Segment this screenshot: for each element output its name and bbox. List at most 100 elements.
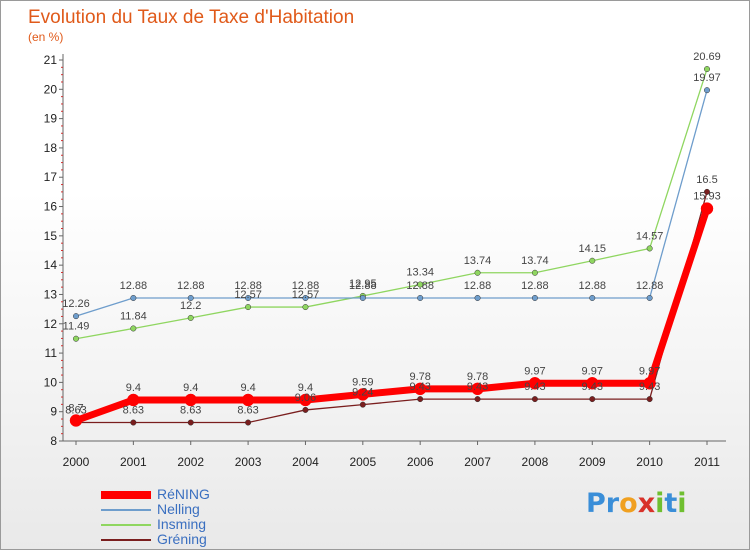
data-label: 9.97 xyxy=(639,365,660,377)
legend-label: Nelling xyxy=(157,501,200,517)
data-label: 9.59 xyxy=(352,376,373,388)
legend-label: Insming xyxy=(157,516,207,532)
x-tick-label: 2003 xyxy=(235,455,262,469)
data-label: 9.4 xyxy=(126,382,141,394)
chart-title: Evolution du Taux de Taxe d'Habitation xyxy=(28,7,355,28)
data-point xyxy=(302,294,309,301)
y-tick-label: 10 xyxy=(44,375,58,389)
data-label: 12.57 xyxy=(234,289,262,301)
y-tick-label: 11 xyxy=(45,346,58,360)
data-point xyxy=(531,396,538,403)
x-tick-label: 2011 xyxy=(694,455,720,469)
y-tick-label: 16 xyxy=(44,200,58,214)
series-Nelling xyxy=(73,87,710,320)
data-point xyxy=(359,294,366,301)
data-label: 9.43 xyxy=(639,381,660,393)
legend: RéNING Nelling Insming Gréning xyxy=(101,487,210,547)
data-label: 8.63 xyxy=(180,405,201,417)
data-label: 9.4 xyxy=(240,382,255,394)
logo-letter: r xyxy=(605,488,620,519)
logo-letter: o xyxy=(619,488,638,519)
data-label: 12.88 xyxy=(464,280,492,292)
legend-swatch xyxy=(101,490,151,499)
y-tick-label: 18 xyxy=(44,141,58,155)
data-point xyxy=(69,414,83,427)
x-tick-label: 2001 xyxy=(120,455,147,469)
x-tick-label: 2010 xyxy=(636,455,663,469)
series-line xyxy=(75,68,708,340)
data-label: 16.5 xyxy=(696,174,717,186)
data-point xyxy=(531,294,538,301)
x-tick-label: 2002 xyxy=(177,455,204,469)
series-Insming xyxy=(73,66,710,342)
data-label: 13.74 xyxy=(464,255,492,267)
data-point xyxy=(187,314,194,321)
y-tick-label: 15 xyxy=(44,229,58,243)
data-point xyxy=(184,393,197,407)
data-point xyxy=(130,419,137,426)
x-tick-label: 2009 xyxy=(579,455,606,469)
data-point xyxy=(474,294,481,301)
data-point xyxy=(474,396,481,403)
data-label: 13.74 xyxy=(521,255,549,267)
data-label: 11.49 xyxy=(63,321,90,333)
data-point xyxy=(245,304,252,311)
data-point xyxy=(700,202,714,215)
data-label: 19.97 xyxy=(693,72,721,84)
x-tick-label: 2006 xyxy=(407,455,434,469)
logo-letter: x xyxy=(637,488,656,519)
data-label: 9.24 xyxy=(352,387,373,399)
data-label: 12.95 xyxy=(349,278,377,290)
data-label: 9.97 xyxy=(582,365,603,377)
data-point xyxy=(589,396,596,403)
data-label: 8.63 xyxy=(123,405,144,417)
data-label: 12.88 xyxy=(120,280,148,292)
data-point xyxy=(241,393,255,407)
data-point xyxy=(245,294,252,301)
data-point xyxy=(704,66,710,73)
data-label: 9.78 xyxy=(467,371,488,383)
data-label: 8.7 xyxy=(68,402,83,414)
x-tick-label: 2007 xyxy=(464,455,491,469)
data-label: 13.34 xyxy=(406,266,434,278)
legend-swatch xyxy=(101,508,151,511)
x-tick-label: 2004 xyxy=(292,455,319,469)
data-point xyxy=(73,313,79,320)
y-tick-label: 19 xyxy=(44,112,58,126)
legend-label: Gréning xyxy=(157,531,207,547)
legend-item: Insming xyxy=(101,517,210,532)
data-point xyxy=(646,245,653,252)
data-point xyxy=(589,257,596,264)
data-label: 12.57 xyxy=(292,289,320,301)
data-point xyxy=(187,419,194,426)
logo-letter: i xyxy=(655,488,665,519)
unit-label: (en %) xyxy=(28,30,64,44)
data-point xyxy=(417,281,424,288)
data-point xyxy=(302,406,309,413)
data-label: 15.93 xyxy=(693,191,721,203)
data-label: 20.69 xyxy=(693,51,721,63)
series-RéNING xyxy=(69,202,714,427)
data-point xyxy=(528,377,542,390)
data-point xyxy=(130,325,137,332)
data-label: 9.06 xyxy=(295,392,316,404)
data-label: 8.63 xyxy=(237,405,258,417)
y-tick-label: 17 xyxy=(44,170,58,184)
legend-item: Gréning xyxy=(101,532,210,547)
data-label: 12.88 xyxy=(234,280,262,292)
series-line xyxy=(76,191,708,424)
data-point xyxy=(643,377,656,390)
proxiti-logo: Proxiti xyxy=(586,488,687,519)
y-tick-label: 20 xyxy=(44,82,58,96)
data-label: 9.4 xyxy=(183,382,198,394)
data-point xyxy=(646,294,653,301)
data-point xyxy=(586,377,599,390)
legend-swatch xyxy=(101,523,151,526)
y-tick-label: 13 xyxy=(44,287,58,301)
data-label: 12.88 xyxy=(177,280,205,292)
data-label: 14.57 xyxy=(636,230,664,242)
legend-label: RéNING xyxy=(157,486,210,502)
data-label: 12.88 xyxy=(349,280,377,292)
